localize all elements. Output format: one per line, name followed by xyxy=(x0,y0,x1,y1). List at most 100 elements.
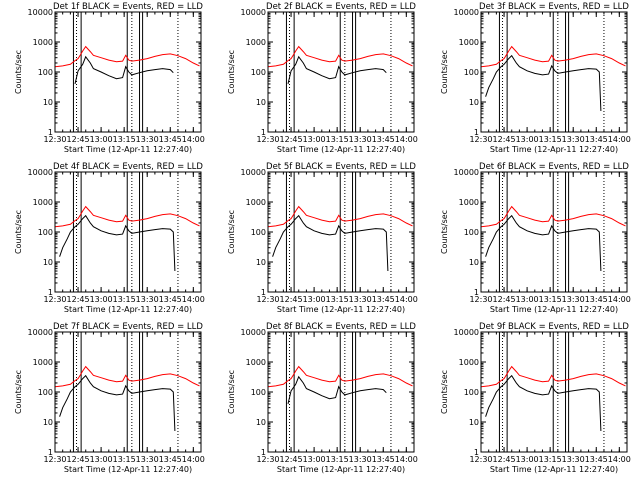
y-tick-label: 100 xyxy=(251,388,266,397)
x-tick-label: 13:45 xyxy=(372,135,395,144)
chart-title: Det 8f BLACK = Events, RED = LLD xyxy=(266,322,416,332)
y-tick-label: 1000 xyxy=(246,358,266,367)
x-tick-label: 13:30 xyxy=(349,295,372,304)
lld-series-line xyxy=(54,365,200,388)
events-series-line xyxy=(287,55,387,85)
y-tick-label: 10 xyxy=(469,98,479,107)
y-tick-label: 1000 xyxy=(246,38,266,47)
x-tick-label: 12:45 xyxy=(493,135,516,144)
lld-series-line xyxy=(480,45,626,68)
y-axis-label: Counts/sec xyxy=(440,210,449,254)
x-tick-label: 13:00 xyxy=(303,455,326,464)
lld-series-line xyxy=(267,205,413,228)
lld-series-line xyxy=(267,365,413,388)
y-tick-label: 10000 xyxy=(454,168,479,177)
y-tick-label: 10 xyxy=(469,258,479,267)
y-axis-label: Counts/sec xyxy=(14,370,23,414)
y-tick-label: 10000 xyxy=(241,168,266,177)
x-tick-label: 12:45 xyxy=(280,135,303,144)
chart-panel: Det 8f BLACK = Events, RED = LLD 1 10 100 10… xyxy=(227,322,418,474)
x-tick-label: 12:30 xyxy=(43,295,66,304)
x-tick-label: 13:00 xyxy=(516,135,539,144)
x-tick-label: 13:30 xyxy=(136,135,159,144)
x-tick-label: 14:00 xyxy=(395,135,418,144)
x-axis-label: Start Time (12-Apr-11 12:27:40) xyxy=(490,305,618,314)
events-series-line xyxy=(485,54,602,112)
x-axis-label: Start Time (12-Apr-11 12:27:40) xyxy=(64,145,192,154)
x-tick-label: 13:15 xyxy=(113,135,136,144)
lld-series-line xyxy=(480,205,626,228)
x-tick-label: 13:30 xyxy=(562,135,585,144)
x-tick-label: 13:45 xyxy=(585,455,608,464)
events-series-line xyxy=(59,374,176,432)
events-series-line xyxy=(59,214,176,272)
x-tick-label: 13:15 xyxy=(326,455,349,464)
x-tick-label: 13:45 xyxy=(372,295,395,304)
y-tick-label: 10000 xyxy=(454,328,479,337)
x-tick-label: 14:00 xyxy=(608,455,631,464)
x-axis-label: Start Time (12-Apr-11 12:27:40) xyxy=(490,145,618,154)
x-tick-label: 12:30 xyxy=(469,455,492,464)
x-tick-label: 13:00 xyxy=(303,295,326,304)
y-axis-label: Counts/sec xyxy=(14,210,23,254)
y-axis-label: Counts/sec xyxy=(227,210,236,254)
x-axis-label: Start Time (12-Apr-11 12:27:40) xyxy=(277,465,405,474)
x-tick-label: 12:30 xyxy=(469,135,492,144)
x-tick-label: 14:00 xyxy=(395,455,418,464)
y-tick-label: 1000 xyxy=(246,198,266,207)
lld-series-line xyxy=(480,365,626,388)
x-axis-label: Start Time (12-Apr-11 12:27:40) xyxy=(490,465,618,474)
events-series-line xyxy=(485,214,602,272)
y-tick-label: 100 xyxy=(38,388,53,397)
chart-panel: Det 5f BLACK = Events, RED = LLD 1 10 100 10… xyxy=(227,162,418,314)
y-tick-label: 1 xyxy=(261,128,266,137)
x-tick-label: 12:45 xyxy=(280,455,303,464)
events-series-line xyxy=(485,374,602,432)
x-tick-label: 13:15 xyxy=(539,455,562,464)
y-tick-label: 10000 xyxy=(28,8,53,17)
x-tick-label: 13:30 xyxy=(136,455,159,464)
y-tick-label: 100 xyxy=(38,228,53,237)
x-tick-label: 14:00 xyxy=(608,295,631,304)
chart-panel: Det 3f BLACK = Events, RED = LLD 1 10 100 10… xyxy=(440,2,631,154)
y-tick-label: 1000 xyxy=(459,358,479,367)
y-tick-label: 10 xyxy=(43,418,53,427)
x-tick-label: 13:30 xyxy=(562,295,585,304)
y-tick-label: 1000 xyxy=(33,358,53,367)
x-tick-label: 12:45 xyxy=(67,455,90,464)
y-tick-label: 10 xyxy=(256,98,266,107)
chart-title: Det 9f BLACK = Events, RED = LLD xyxy=(479,322,629,332)
y-tick-label: 1 xyxy=(474,288,479,297)
chart-panel: Det 7f BLACK = Events, RED = LLD 1 10 100 10… xyxy=(14,322,205,474)
x-tick-label: 13:00 xyxy=(90,135,113,144)
chart-title: Det 6f BLACK = Events, RED = LLD xyxy=(479,162,629,172)
y-axis-label: Counts/sec xyxy=(227,370,236,414)
x-tick-label: 12:45 xyxy=(280,295,303,304)
x-tick-label: 12:45 xyxy=(67,295,90,304)
y-tick-label: 100 xyxy=(251,68,266,77)
x-tick-label: 13:15 xyxy=(539,135,562,144)
x-tick-label: 13:45 xyxy=(159,135,182,144)
y-axis-label: Counts/sec xyxy=(227,50,236,94)
y-tick-label: 100 xyxy=(464,388,479,397)
x-tick-label: 13:00 xyxy=(303,135,326,144)
x-tick-label: 12:30 xyxy=(469,295,492,304)
chart-panel: Det 6f BLACK = Events, RED = LLD 1 10 100 10… xyxy=(440,162,631,314)
x-tick-label: 13:15 xyxy=(113,455,136,464)
x-tick-label: 13:15 xyxy=(539,295,562,304)
y-tick-label: 1000 xyxy=(459,38,479,47)
x-tick-label: 13:30 xyxy=(349,135,372,144)
y-tick-label: 100 xyxy=(251,228,266,237)
y-tick-label: 1 xyxy=(48,448,53,457)
events-series-line xyxy=(74,55,174,85)
y-tick-label: 100 xyxy=(38,68,53,77)
chart-title: Det 5f BLACK = Events, RED = LLD xyxy=(266,162,416,172)
x-tick-label: 13:15 xyxy=(326,135,349,144)
y-tick-label: 10 xyxy=(469,418,479,427)
x-tick-label: 13:45 xyxy=(585,295,608,304)
chart-title: Det 7f BLACK = Events, RED = LLD xyxy=(53,322,203,332)
y-tick-label: 1000 xyxy=(33,198,53,207)
x-tick-label: 13:45 xyxy=(159,455,182,464)
y-tick-label: 1 xyxy=(474,448,479,457)
chart-title: Det 3f BLACK = Events, RED = LLD xyxy=(479,2,629,12)
